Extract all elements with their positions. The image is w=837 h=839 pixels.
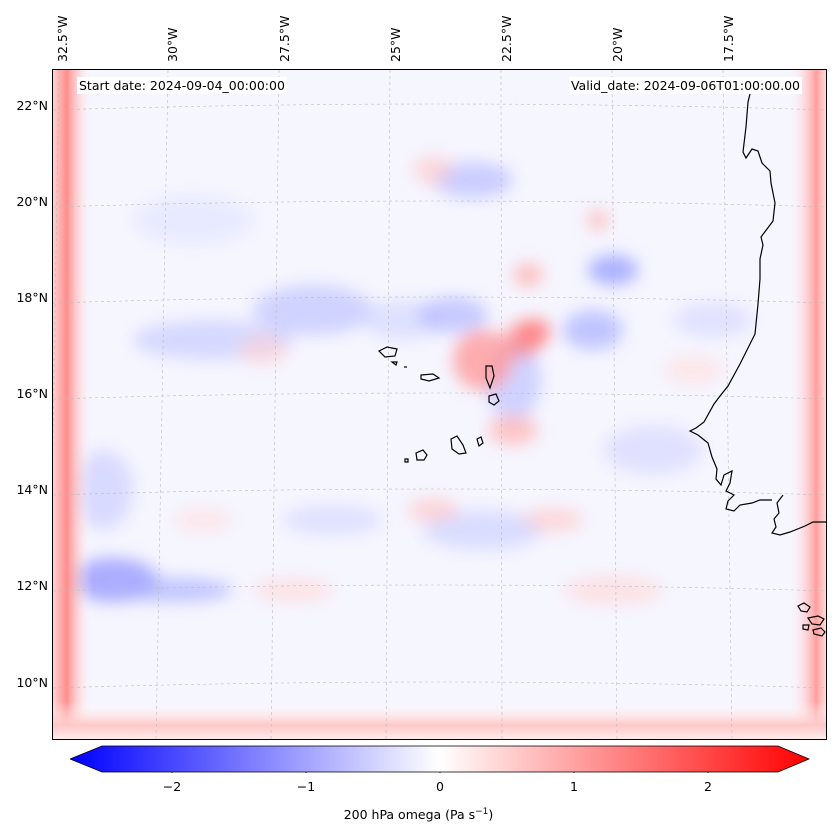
lon-label-17-5w: 17.5°W (721, 15, 736, 62)
start-date-label: Start date: 2024-09-04_00:00:00 (77, 77, 287, 94)
lon-label-32-5w: 32.5°W (55, 15, 70, 62)
lat-label-14n: 14°N (16, 482, 48, 497)
lon-label-27-5w: 27.5°W (277, 15, 292, 62)
lon-label-25w: 25°W (388, 27, 403, 62)
valid-date-label: Valid_date: 2024-09-06T01:00:00.00 (568, 77, 802, 94)
colorbar-bar (70, 745, 810, 773)
lat-label-20n: 20°N (16, 194, 48, 209)
colorbar-tick-neg2: −2 (162, 779, 182, 794)
colorbar-title-exponent: −1 (475, 807, 489, 817)
colorbar-tick-1: 1 (570, 779, 578, 794)
colorbar-title-text: 200 hPa omega (Pa s (343, 807, 476, 823)
bottom-boundary-zone (53, 701, 826, 739)
lat-label-18n: 18°N (16, 290, 48, 305)
lat-label-22n: 22°N (16, 98, 48, 113)
lon-label-30w: 30°W (165, 27, 180, 62)
colorbar-title-close: ) (488, 807, 494, 823)
lat-label-10n: 10°N (16, 675, 48, 690)
colorbar-title: 200 hPa omega (Pa s−1) (0, 807, 837, 822)
omega-field-map (53, 70, 826, 739)
right-boundary-zone (788, 70, 826, 739)
africa-coastline (688, 81, 826, 637)
lat-label-12n: 12°N (16, 578, 48, 593)
colorbar-tick-2: 2 (704, 779, 712, 794)
left-boundary-zone (53, 70, 93, 739)
graticule (53, 70, 826, 739)
colorbar-tick-0: 0 (436, 779, 444, 794)
omega-anomalies (68, 155, 753, 605)
colorbar-tick-neg1: −1 (296, 779, 316, 794)
cape-verde-islands (377, 346, 500, 463)
map-panel: Start date: 2024-09-04_00:00:00 Valid_da… (52, 69, 827, 740)
lon-label-20w: 20°W (610, 27, 625, 62)
lat-label-16n: 16°N (16, 386, 48, 401)
lon-label-22-5w: 22.5°W (499, 15, 514, 62)
